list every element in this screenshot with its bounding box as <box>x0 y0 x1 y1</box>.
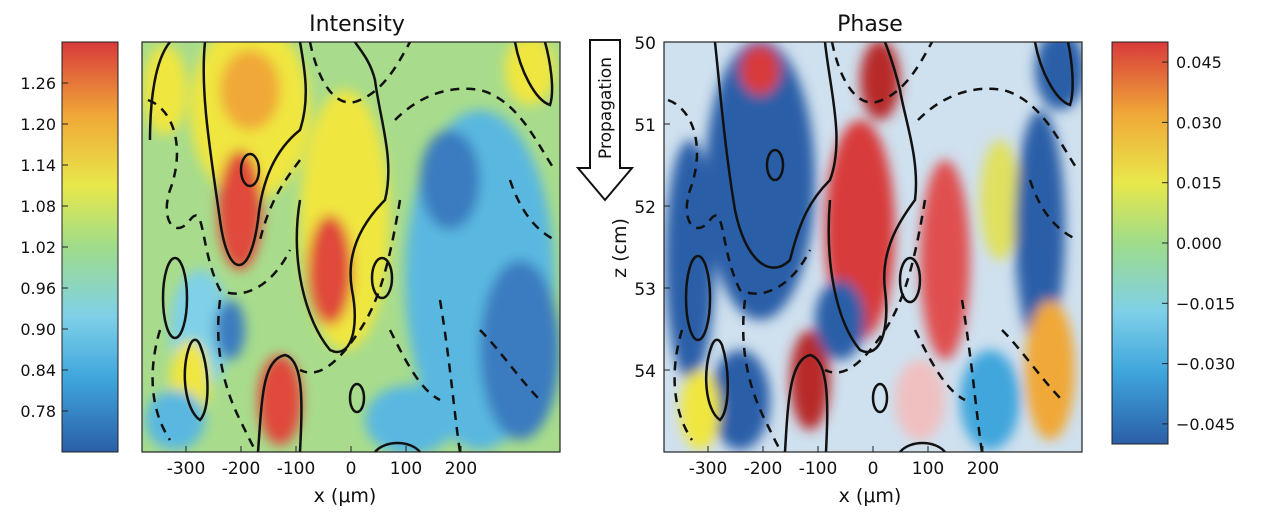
intensity-title: Intensity <box>309 12 405 37</box>
phase-colorbar-tick-label: 0.030 <box>1176 113 1222 132</box>
intensity-colorbar-tick-label: 0.96 <box>20 279 56 298</box>
phase-y-ticks: 50 51 52 53 54 <box>634 34 670 382</box>
phase-x-ticks: -300 -200 -100 0 100 200 <box>689 446 999 479</box>
phase-y-tick-label: 50 <box>634 34 656 54</box>
down-arrow-icon <box>575 39 635 202</box>
phase-x-label: x (μm) <box>839 485 902 507</box>
phase-colorbar-tick-label: 0.045 <box>1176 53 1222 72</box>
phase-title: Phase <box>837 12 903 37</box>
intensity-x-tick-label: 200 <box>445 459 477 479</box>
intensity-colorbar-tick-label: 0.84 <box>20 361 56 380</box>
phase-y-tick-label: 53 <box>634 280 656 300</box>
phase-colorbar-tick-label: −0.045 <box>1176 415 1235 434</box>
phase-x-tick-label: 0 <box>868 459 879 479</box>
intensity-x-tick-label: 0 <box>346 459 357 479</box>
intensity-colorbar: 1.26 1.20 1.14 1.08 1.02 0.96 0.90 0.84 0.78 <box>20 41 119 453</box>
intensity-colorbar-tick-label: 1.02 <box>20 238 56 257</box>
phase-y-tick-label: 52 <box>634 198 656 218</box>
phase-colorbar-tick-label: −0.015 <box>1176 294 1235 313</box>
intensity-x-label: x (μm) <box>314 485 377 507</box>
phase-colorbar: 0.045 0.030 0.015 0.000 −0.015 −0.030 −0.045 <box>1111 41 1235 445</box>
intensity-x-tick-label: 100 <box>390 459 422 479</box>
phase-y-tick-label: 54 <box>634 362 656 382</box>
intensity-colorbar-tick-label: 1.14 <box>20 156 56 175</box>
intensity-colorbar-tick-label: 1.20 <box>20 115 56 134</box>
phase-x-tick-label: 200 <box>967 459 999 479</box>
intensity-colorbar-tick-label: 1.08 <box>20 197 56 216</box>
phase-colorbar-tick-label: −0.030 <box>1176 355 1235 374</box>
propagation-label: Propagation <box>596 57 616 159</box>
phase-y-label: z (cm) <box>609 218 631 278</box>
intensity-colorbar-tick-label: 0.90 <box>20 320 56 339</box>
intensity-colorbar-tick-label: 0.78 <box>20 402 56 421</box>
phase-x-tick-label: -300 <box>689 459 728 479</box>
intensity-colorbar-tick-label: 1.26 <box>20 74 56 93</box>
phase-colorbar-tick-label: 0.000 <box>1176 234 1222 253</box>
phase-x-tick-label: -100 <box>799 459 838 479</box>
phase-x-tick-label: 100 <box>912 459 944 479</box>
intensity-x-ticks: -300 -200 -100 0 100 200 <box>167 446 477 479</box>
propagation-arrow: Propagation <box>575 39 635 202</box>
phase-y-tick-label: 51 <box>634 116 656 136</box>
phase-colorbar-tick-label: 0.015 <box>1176 174 1222 193</box>
intensity-x-tick-label: -100 <box>277 459 316 479</box>
intensity-x-tick-label: -200 <box>222 459 261 479</box>
phase-x-tick-label: -200 <box>744 459 783 479</box>
intensity-x-tick-label: -300 <box>167 459 206 479</box>
phase-heatmap <box>664 42 1082 452</box>
intensity-heatmap <box>142 42 560 452</box>
